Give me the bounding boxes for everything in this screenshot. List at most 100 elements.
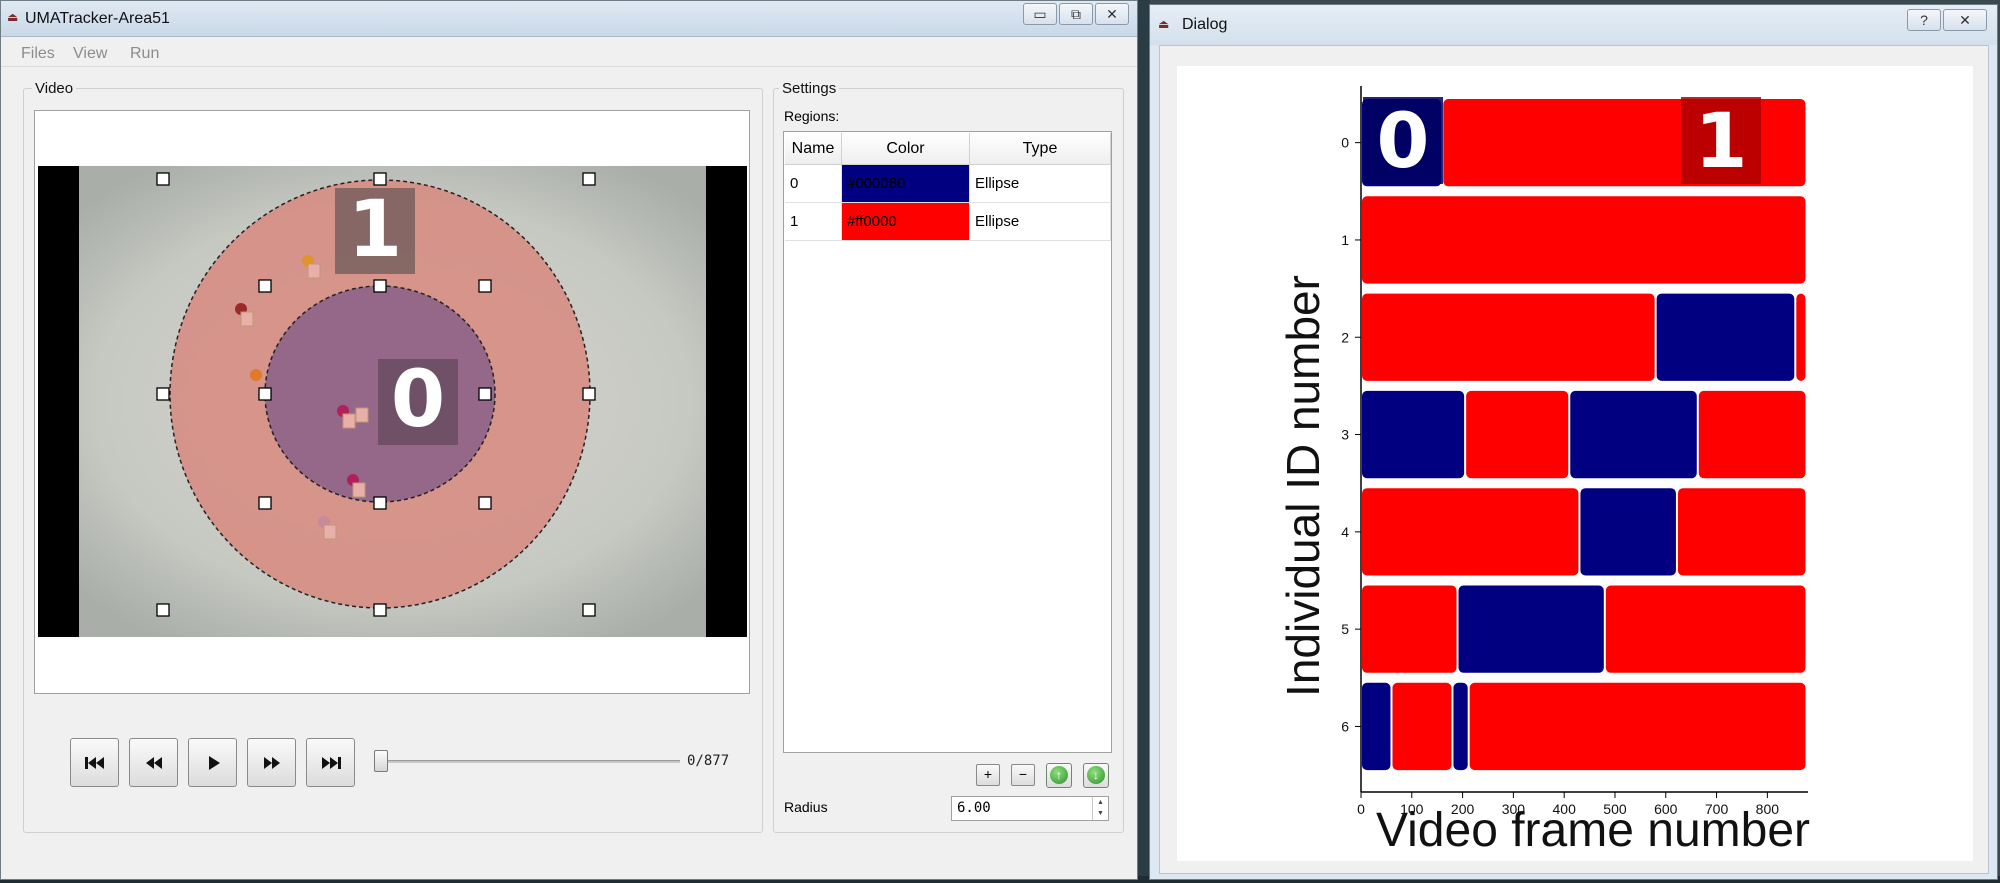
segment-bar-id-5 (1458, 585, 1604, 673)
video-letterbox-left (38, 166, 79, 637)
x-tick-label: 100 (1400, 801, 1424, 817)
y-tick-label: 1 (1341, 232, 1349, 248)
chart-ylabel: Individual ID number (1277, 275, 1329, 697)
dialog-close-button[interactable]: ✕ (1943, 9, 1987, 31)
y-tick-label: 0 (1341, 135, 1349, 151)
segment-bar-id-3 (1698, 390, 1806, 479)
legend-label-1: 1 (1695, 96, 1748, 185)
x-tick-label: 700 (1705, 801, 1729, 817)
column-header-name[interactable]: Name (785, 133, 842, 165)
move-down-button[interactable]: ↓ (1083, 763, 1109, 788)
menu-run[interactable]: Run (130, 45, 160, 62)
x-tick-label: 600 (1654, 801, 1678, 817)
segment-bar-id-4 (1580, 488, 1676, 576)
segment-bar-id-5 (1362, 585, 1457, 673)
video-group (23, 88, 763, 833)
add-region-button[interactable]: + (976, 764, 1000, 786)
regions-label: Regions: (784, 108, 840, 124)
menu-view[interactable]: View (73, 45, 108, 62)
restore-button[interactable]: ⧉ (1059, 3, 1093, 25)
video-frame-image[interactable]: 1 0 (38, 166, 747, 637)
video-group-label: Video (32, 80, 77, 97)
arrow-up-icon: ↑ (1050, 766, 1068, 784)
app-icon: ⏏ (7, 10, 19, 24)
segment-bar-id-5 (1605, 585, 1806, 673)
column-header-color[interactable]: Color (842, 133, 970, 165)
dialog-title: Dialog (1182, 16, 1228, 33)
frame-counter: 0/877 (687, 753, 730, 769)
dialog-window: ⏏ Dialog ? ✕ Individual ID number Video … (1149, 4, 1998, 880)
rewind-button[interactable] (129, 738, 178, 787)
row-0-color[interactable]: #000080 (842, 165, 970, 203)
window-title: UMATracker-Area51 (25, 10, 170, 27)
segment-bar-id-4 (1362, 488, 1579, 576)
segment-bar-id-4 (1677, 488, 1806, 576)
segment-bar-id-3 (1466, 390, 1569, 479)
main-window: ⏏ UMATracker-Area51 ▭ ⧉ ✕ Files View Run… (0, 0, 1138, 880)
move-up-button[interactable]: ↑ (1046, 763, 1072, 788)
region-1-label-box (335, 188, 415, 274)
legend-badge-1 (1681, 97, 1762, 184)
fast-forward-button[interactable] (247, 738, 296, 787)
segment-bar-id-2 (1362, 293, 1655, 381)
segment-bar-id-1 (1362, 196, 1806, 284)
segment-bar-id-6 (1469, 682, 1806, 771)
settings-group-label: Settings (779, 80, 840, 97)
play-button[interactable] (188, 738, 237, 787)
x-tick-label: 400 (1553, 801, 1577, 817)
menu-bar: Files View Run (1, 39, 1137, 67)
tracked-individuals (235, 255, 369, 540)
frame-slider-track[interactable] (380, 760, 680, 763)
dialog-body: Individual ID number Video frame number … (1159, 45, 1989, 874)
resize-handles (156, 172, 596, 617)
legend-label-0: 0 (1377, 96, 1430, 185)
remove-region-button[interactable]: − (1011, 764, 1035, 786)
help-button[interactable]: ? (1907, 9, 1941, 31)
go-to-start-button[interactable] (70, 738, 119, 787)
x-tick-label: 500 (1603, 801, 1627, 817)
regions-table[interactable]: Name Color Type 0 #000080 Ellipse 1 #ff0… (783, 131, 1112, 753)
radius-spinbox[interactable]: 6.00 ▲ ▼ (951, 796, 1109, 821)
segment-bar-id-6 (1453, 682, 1468, 771)
segment-bar-id-6 (1392, 682, 1452, 771)
main-titlebar[interactable]: ⏏ UMATracker-Area51 ▭ ⧉ ✕ (1, 1, 1137, 37)
x-tick-label: 200 (1451, 801, 1475, 817)
segment-bar-id-6 (1362, 682, 1391, 771)
segment-bar-id-2 (1796, 293, 1806, 381)
chart-xlabel: Video frame number (1376, 804, 1810, 857)
y-tick-label: 3 (1341, 427, 1349, 443)
segment-chart: Individual ID number Video frame number … (1177, 66, 1973, 861)
region-0-label: 0 (391, 355, 445, 445)
desktop-background (1138, 0, 1150, 883)
radius-label: Radius (784, 799, 828, 815)
radius-value[interactable]: 6.00 (957, 800, 991, 816)
row-0-name[interactable]: 0 (785, 165, 842, 203)
dialog-titlebar[interactable]: ⏏ Dialog ? ✕ (1150, 5, 1997, 45)
row-1-type[interactable]: Ellipse (970, 203, 1111, 241)
row-0-type[interactable]: Ellipse (970, 165, 1111, 203)
legend-badge-0 (1363, 97, 1443, 184)
row-1-name[interactable]: 1 (785, 203, 842, 241)
segment-bar-id-3 (1570, 390, 1697, 479)
x-tick-label: 800 (1756, 801, 1780, 817)
dialog-app-icon: ⏏ (1158, 17, 1170, 31)
arrow-down-icon: ↓ (1087, 766, 1105, 784)
minimize-button[interactable]: ▭ (1023, 3, 1057, 25)
menu-files[interactable]: Files (21, 45, 55, 62)
column-header-type[interactable]: Type (970, 133, 1111, 165)
region-1-label: 1 (348, 185, 402, 275)
y-tick-label: 6 (1341, 718, 1349, 734)
x-tick-label: 0 (1357, 801, 1365, 817)
spin-arrows-icon[interactable]: ▲ ▼ (1092, 797, 1108, 820)
row-1-color[interactable]: #ff0000 (842, 203, 970, 241)
video-letterbox-right (706, 166, 747, 637)
region-0-label-box (378, 359, 458, 445)
frame-slider-handle[interactable] (374, 750, 388, 772)
settings-group (773, 88, 1124, 833)
go-to-end-button[interactable] (306, 738, 355, 787)
y-tick-label: 2 (1341, 329, 1349, 345)
x-tick-label: 300 (1502, 801, 1526, 817)
close-button[interactable]: ✕ (1095, 3, 1129, 25)
segment-bar-id-2 (1656, 293, 1795, 381)
segment-bar-id-3 (1362, 390, 1465, 479)
